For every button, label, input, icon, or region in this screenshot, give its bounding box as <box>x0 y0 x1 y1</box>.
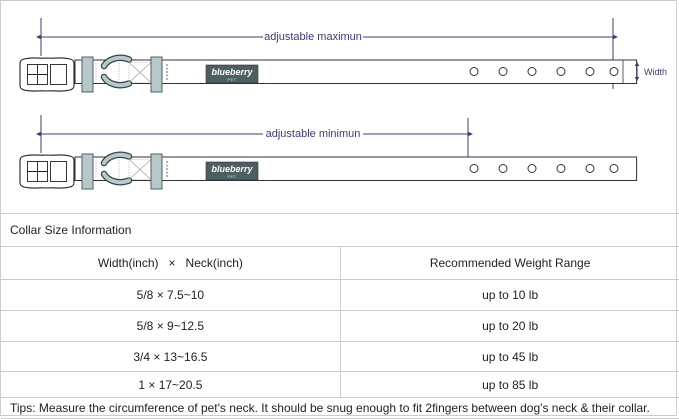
svg-text:PET: PET <box>228 78 237 82</box>
svg-text:Width: Width <box>644 67 667 77</box>
svg-text:PET: PET <box>228 175 237 179</box>
svg-text:adjustable minimun: adjustable minimun <box>266 128 361 140</box>
svg-text:blueberry: blueberry <box>211 164 253 174</box>
svg-text:adjustable maximun: adjustable maximun <box>264 31 362 43</box>
svg-text:blueberry: blueberry <box>211 67 253 77</box>
